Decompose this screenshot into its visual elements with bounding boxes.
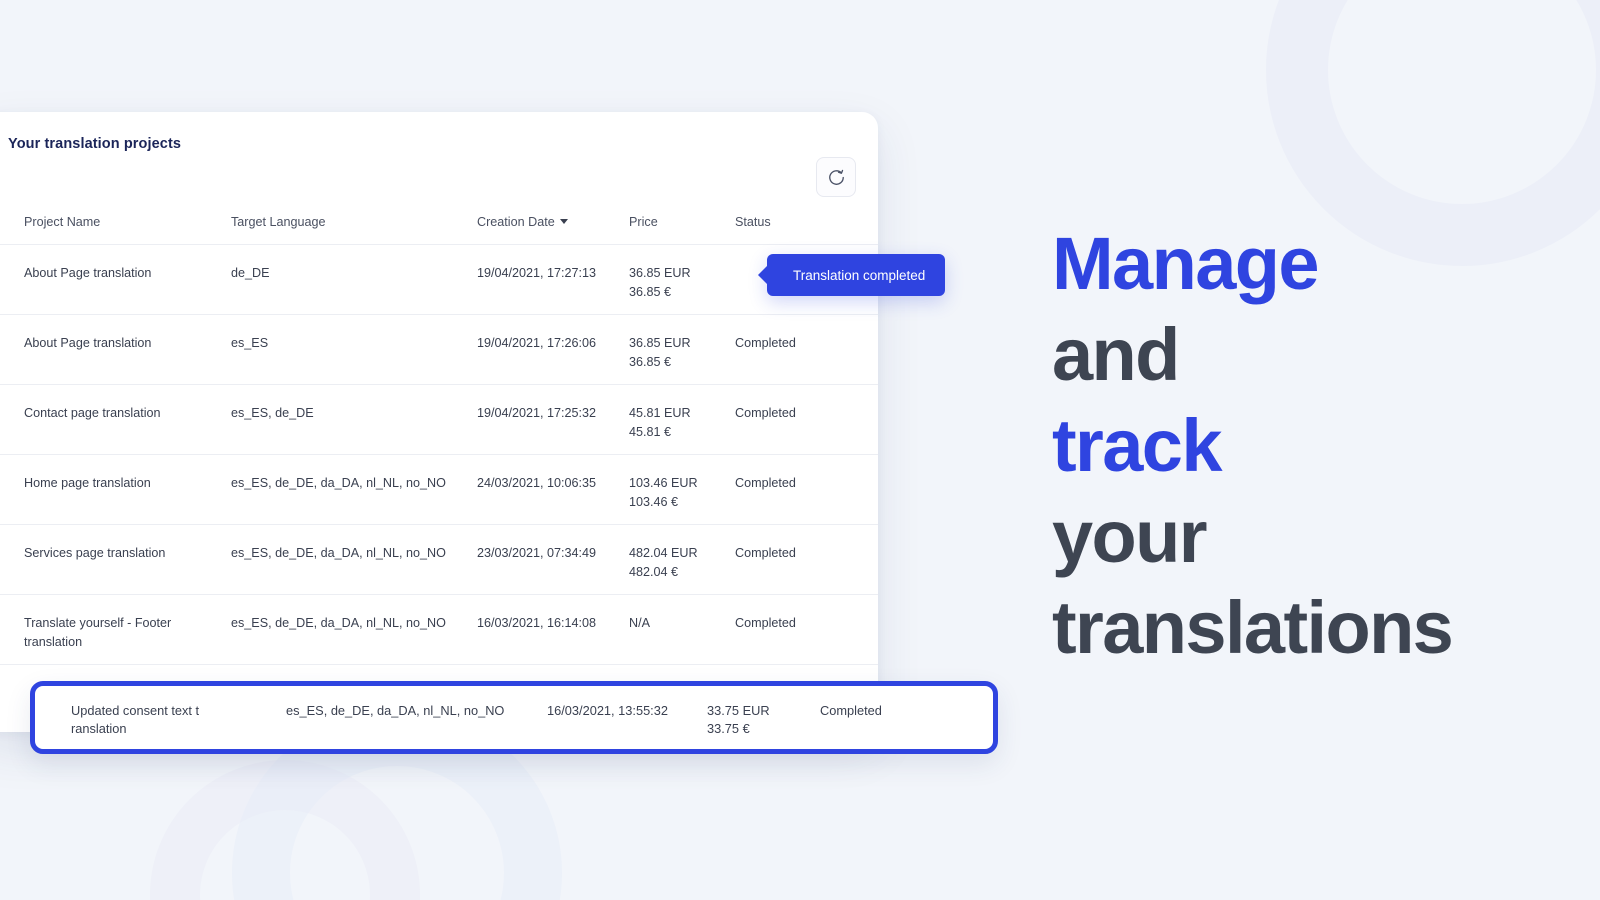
cell-creation-date: 19/04/2021, 17:27:13 (477, 266, 597, 280)
cell-price: N/A (629, 614, 735, 633)
table-row[interactable]: Services page translation es_ES, de_DE, … (0, 524, 878, 594)
cell-price-symbol: 45.81 € (629, 425, 672, 439)
column-header-target-language[interactable]: Target Language (231, 214, 326, 229)
cell-price: 45.81 EUR 45.81 € (629, 404, 735, 442)
status-badge: Completed (735, 336, 796, 350)
cell-creation-date: 24/03/2021, 10:06:35 (477, 476, 597, 490)
cell-price: 482.04 EUR 482.04 € (629, 544, 735, 582)
headline-line-3: track (1052, 404, 1223, 487)
cell-project-name: Home page translation (24, 476, 151, 490)
column-header-creation-date[interactable]: Creation Date (477, 213, 629, 232)
cell-project-name: About Page translation (24, 336, 152, 350)
highlighted-table-row[interactable]: Updated consent text t ranslation es_ES,… (30, 681, 998, 754)
cell-project-name-line1: Updated consent text t (71, 703, 200, 718)
cell-creation-date: 19/04/2021, 17:26:06 (477, 336, 597, 350)
headline-line-4: your (1052, 495, 1208, 578)
cell-target-language: es_ES, de_DE (231, 406, 314, 420)
cell-price-eur: 45.81 EUR (629, 406, 691, 420)
column-header-project-name[interactable]: Project Name (24, 214, 101, 229)
status-badge: Completed (735, 616, 796, 630)
cell-project-name: Contact page translation (24, 406, 161, 420)
table-row[interactable]: Contact page translation es_ES, de_DE 19… (0, 384, 878, 454)
cell-price-eur: N/A (629, 616, 650, 630)
refresh-icon (827, 168, 846, 187)
table-row[interactable]: About Page translation de_DE 19/04/2021,… (0, 244, 878, 314)
cell-price-symbol: 482.04 € (629, 565, 679, 579)
cell-target-language: es_ES, de_DE, da_DA, nl_NL, no_NO (231, 546, 446, 560)
cell-price: 36.85 EUR 36.85 € (629, 264, 735, 302)
projects-table: Project Name Target Language Creation Da… (0, 200, 878, 704)
cell-creation-date: 16/03/2021, 13:55:32 (547, 703, 668, 718)
table-row[interactable]: About Page translation es_ES 19/04/2021,… (0, 314, 878, 384)
column-header-price[interactable]: Price (629, 214, 658, 229)
status-badge: Completed (735, 476, 796, 490)
cell-price-symbol: 36.85 € (629, 285, 672, 299)
table-row-partial (0, 664, 878, 704)
cell-price: 33.75 EUR 33.75 € (707, 702, 820, 738)
table-row[interactable]: Home page translation es_ES, de_DE, da_D… (0, 454, 878, 524)
cell-creation-date: 16/03/2021, 16:14:08 (477, 616, 597, 630)
page-title: Your translation projects (8, 136, 182, 152)
column-header-status[interactable]: Status (735, 214, 771, 229)
cell-creation-date: 19/04/2021, 17:25:32 (477, 406, 597, 420)
refresh-button[interactable] (816, 157, 856, 197)
caret-down-icon (559, 218, 568, 224)
cell-price-symbol: 33.75 € (707, 721, 750, 736)
cell-price-eur: 103.46 EUR (629, 476, 698, 490)
headline-line-5: translations (1052, 586, 1454, 669)
cell-project-name-line2: ranslation (71, 721, 127, 736)
marketing-headline: Manage and track your translations (1052, 218, 1572, 673)
translation-projects-card: Your translation projects Project Name T… (0, 112, 878, 732)
column-header-creation-date-label: Creation Date (477, 214, 555, 229)
table-header-row: Project Name Target Language Creation Da… (0, 200, 878, 244)
cell-target-language: es_ES (231, 336, 269, 350)
cell-project-name: Updated consent text t ranslation (35, 702, 286, 738)
tooltip-label: Translation completed (793, 267, 926, 283)
cell-creation-date: 23/03/2021, 07:34:49 (477, 546, 597, 560)
status-badge: Completed (820, 703, 882, 718)
decorative-ring-bottom-left-2 (150, 760, 420, 900)
cell-target-language: de_DE (231, 266, 270, 280)
cell-price-eur: 482.04 EUR (629, 546, 698, 560)
status-badge: Completed (735, 406, 796, 420)
cell-price-eur: 36.85 EUR (629, 336, 691, 350)
headline-line-2: and (1052, 313, 1180, 396)
cell-project-name: About Page translation (24, 266, 152, 280)
cell-target-language: es_ES, de_DE, da_DA, nl_NL, no_NO (286, 703, 505, 718)
cell-price-eur: 36.85 EUR (629, 266, 691, 280)
status-badge: Completed (735, 546, 796, 560)
cell-project-name: Services page translation (24, 546, 166, 560)
cell-price-symbol: 36.85 € (629, 355, 672, 369)
tooltip-translation-completed: Translation completed (767, 254, 946, 296)
cell-project-name: Translate yourself - Footer translation (24, 616, 172, 649)
cell-price-symbol: 103.46 € (629, 495, 679, 509)
table-row[interactable]: Translate yourself - Footer translation … (0, 594, 878, 664)
cell-price: 36.85 EUR 36.85 € (629, 334, 735, 372)
cell-price-eur: 33.75 EUR (707, 703, 770, 718)
cell-target-language: es_ES, de_DE, da_DA, nl_NL, no_NO (231, 616, 446, 630)
cell-price: 103.46 EUR 103.46 € (629, 474, 735, 512)
cell-target-language: es_ES, de_DE, da_DA, nl_NL, no_NO (231, 476, 446, 490)
headline-line-1: Manage (1052, 222, 1320, 305)
